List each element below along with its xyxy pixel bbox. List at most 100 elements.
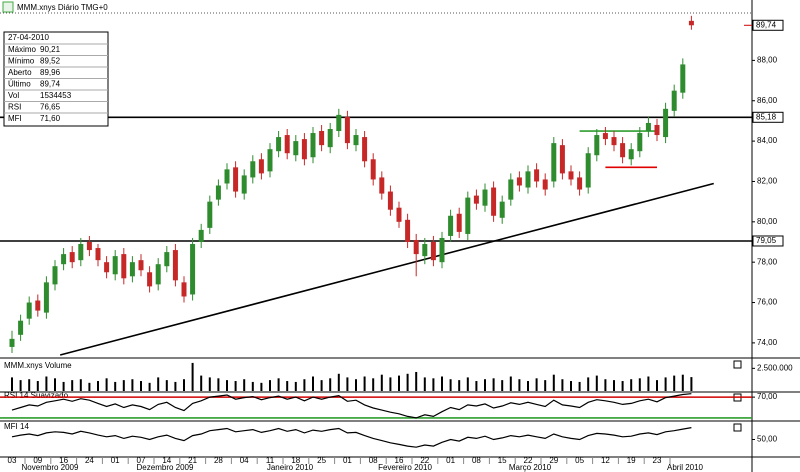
volume-bar: [88, 382, 91, 391]
volume-bar: [398, 375, 400, 391]
x-tick-label: 21: [188, 456, 197, 465]
candle-body: [473, 195, 479, 204]
x-month-label: Janeiro 2010: [267, 463, 314, 472]
volume-bar: [570, 381, 572, 391]
candle-body: [439, 237, 445, 263]
volume-bar: [269, 380, 271, 391]
candle-body: [422, 244, 428, 257]
candle-body: [155, 264, 161, 285]
volume-bar: [226, 380, 228, 391]
volume-bar: [105, 378, 108, 391]
x-tick-label: 04: [240, 456, 249, 465]
candle-body: [52, 266, 58, 285]
volume-bar: [243, 379, 246, 391]
volume-bar: [604, 379, 607, 391]
volume-bar: [114, 381, 117, 391]
volume-bar: [277, 378, 280, 391]
volume-bar: [62, 381, 65, 391]
volume-bar: [372, 378, 375, 391]
volume-bar: [621, 381, 624, 391]
candle-body: [284, 135, 290, 154]
x-tick-label: 08: [472, 456, 481, 465]
x-tick-label: 01: [343, 456, 352, 465]
x-tick-label: 22: [420, 456, 429, 465]
volume-bar: [664, 377, 667, 391]
volume-bar: [45, 376, 48, 391]
volume-bar: [208, 377, 211, 391]
volume-bar: [355, 379, 357, 391]
panel-button[interactable]: [733, 360, 742, 369]
level-label: 85,18: [756, 112, 777, 121]
info-label: Mínimo: [8, 57, 35, 66]
candle-body: [18, 320, 24, 335]
volume-bar: [346, 377, 349, 391]
candle-body: [78, 244, 84, 261]
candle-body: [267, 149, 273, 172]
candle-body: [602, 133, 608, 140]
candle-body: [551, 143, 557, 182]
chart-title: MMM.xnys Diário TMG+0: [17, 3, 108, 12]
x-month-label: Dezembro 2009: [137, 463, 194, 472]
x-tick-label: 11: [266, 456, 275, 465]
candle-body: [129, 262, 135, 277]
candle-body: [190, 244, 196, 295]
candle-body: [43, 282, 49, 313]
volume-bar: [475, 381, 478, 391]
candle-body: [9, 338, 15, 347]
y-tick-label: 88,00: [757, 56, 778, 65]
info-value: 89,52: [40, 57, 61, 66]
info-date: 27-04-2010: [8, 33, 49, 42]
x-tick-label: 05: [575, 456, 584, 465]
volume-bar: [673, 375, 676, 391]
info-label: Último: [8, 80, 31, 89]
candle-body: [482, 189, 488, 206]
x-tick-label: 16: [395, 456, 404, 465]
last-price-box: [752, 19, 784, 31]
candle-body: [379, 177, 385, 194]
candle-body: [491, 187, 497, 216]
candle-body: [396, 207, 402, 222]
volume-bar: [518, 379, 521, 391]
candle-body: [250, 161, 256, 178]
y-tick-label: 74,00: [757, 338, 778, 347]
candle-body: [370, 159, 376, 180]
volume-bar: [312, 376, 314, 391]
indicator-line: [11, 393, 692, 419]
last-price-label: 89,74: [756, 20, 777, 29]
symbol-icon: [2, 1, 14, 13]
info-label: Aberto: [8, 68, 32, 77]
candle-body: [181, 282, 187, 297]
candle-body: [542, 179, 548, 190]
x-tick-label: 01: [446, 456, 455, 465]
volume-bar: [294, 381, 297, 391]
volume-bar: [286, 381, 289, 391]
volume-bar: [191, 362, 194, 391]
volume-bar: [406, 373, 409, 391]
candle-body: [353, 135, 359, 146]
volume-bar: [656, 380, 658, 391]
panel-button[interactable]: [733, 423, 742, 432]
info-value: 90,21: [40, 45, 61, 54]
info-label: RSI: [8, 103, 21, 112]
candle-body: [516, 177, 522, 186]
volume-bar: [234, 381, 237, 391]
candle-body: [499, 201, 505, 218]
volume-bar: [647, 376, 650, 391]
candle-body: [224, 169, 230, 184]
panel-title: MFI 14: [4, 422, 29, 431]
x-tick-label: 07: [137, 456, 146, 465]
volume-bar: [165, 380, 168, 391]
volume-bar: [561, 379, 564, 391]
candle-body: [405, 219, 411, 242]
volume-bar: [415, 371, 418, 391]
x-month-label: Novembro 2009: [22, 463, 79, 472]
volume-bar: [200, 375, 203, 391]
candle-body: [645, 122, 651, 132]
x-tick-label: 23: [653, 456, 662, 465]
candle-body: [215, 185, 221, 200]
candle-body: [362, 137, 368, 162]
volume-bar: [613, 380, 615, 391]
candle-body: [61, 254, 67, 265]
candle-body: [293, 141, 299, 156]
